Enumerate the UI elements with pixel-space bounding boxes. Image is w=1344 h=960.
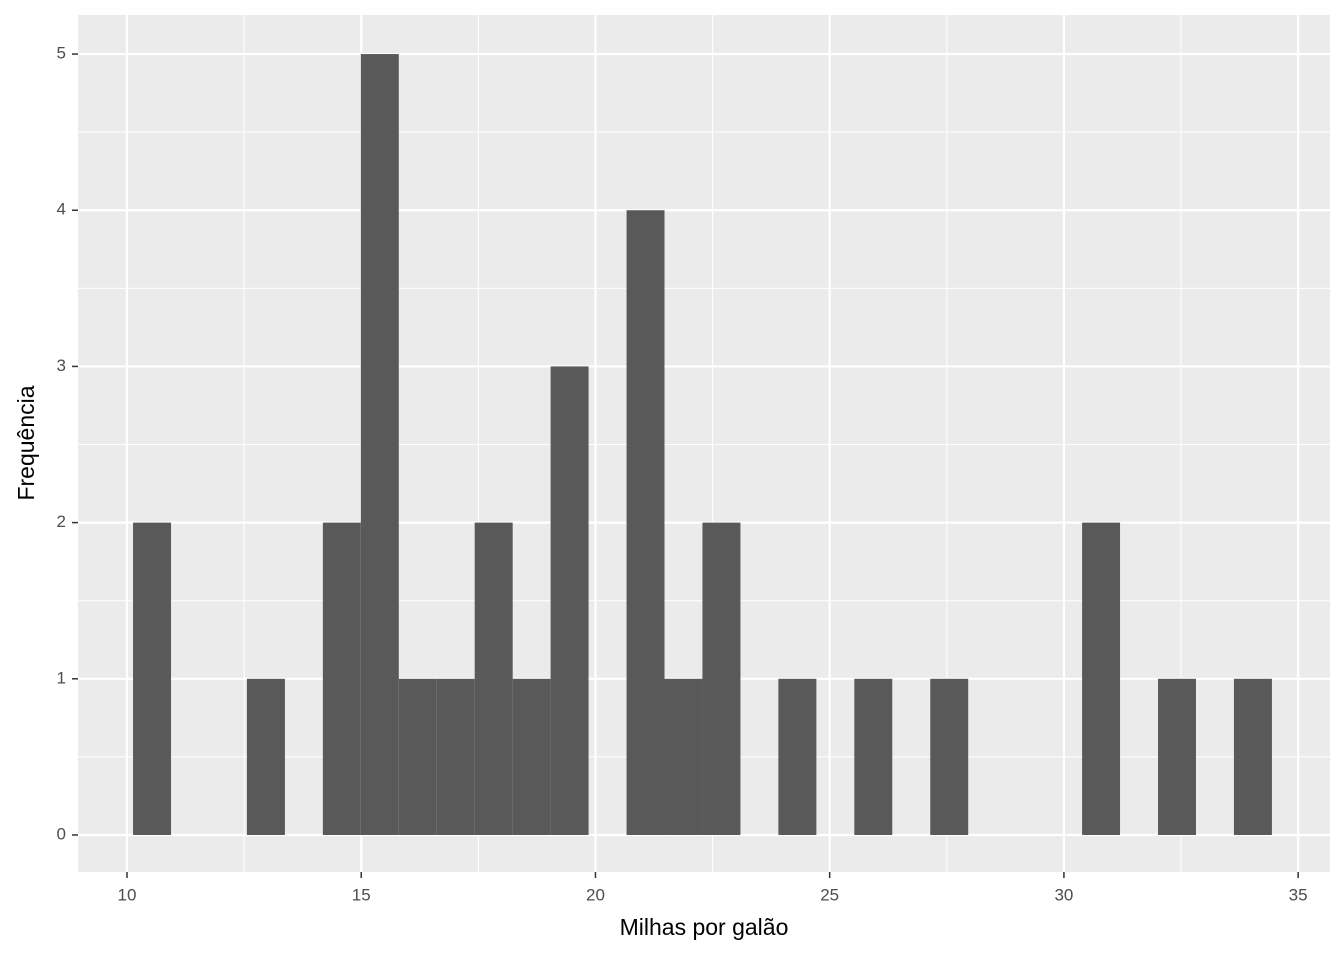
bar — [550, 366, 589, 835]
x-axis-title: Milhas por galão — [620, 914, 789, 940]
bar — [1082, 522, 1121, 835]
bar — [930, 678, 969, 835]
y-tick-label: 3 — [57, 356, 66, 375]
bar — [778, 678, 817, 835]
x-tick-label: 15 — [352, 885, 371, 904]
bar — [474, 522, 513, 835]
bar — [360, 54, 399, 835]
bar — [1233, 678, 1272, 835]
bar — [246, 678, 285, 835]
bar — [398, 678, 437, 835]
y-tick-label: 4 — [57, 200, 66, 219]
bar — [854, 678, 893, 835]
y-tick-label: 2 — [57, 512, 66, 531]
y-tick-label: 5 — [57, 44, 66, 63]
x-tick-label: 35 — [1289, 885, 1308, 904]
bar — [702, 522, 741, 835]
bar — [664, 678, 703, 835]
bar — [133, 522, 172, 835]
bar — [626, 210, 665, 835]
grid — [78, 15, 1330, 872]
y-axis-title: Frequência — [13, 385, 39, 500]
x-tick-label: 30 — [1054, 885, 1073, 904]
x-tick-label: 25 — [820, 885, 839, 904]
y-tick-label: 1 — [57, 668, 66, 687]
x-tick-label: 20 — [586, 885, 605, 904]
bar — [512, 678, 551, 835]
x-tick-label: 10 — [118, 885, 137, 904]
bars — [133, 54, 1272, 835]
bar — [1158, 678, 1196, 835]
bar — [322, 522, 361, 835]
y-tick-label: 0 — [57, 824, 66, 843]
bar — [436, 678, 475, 835]
